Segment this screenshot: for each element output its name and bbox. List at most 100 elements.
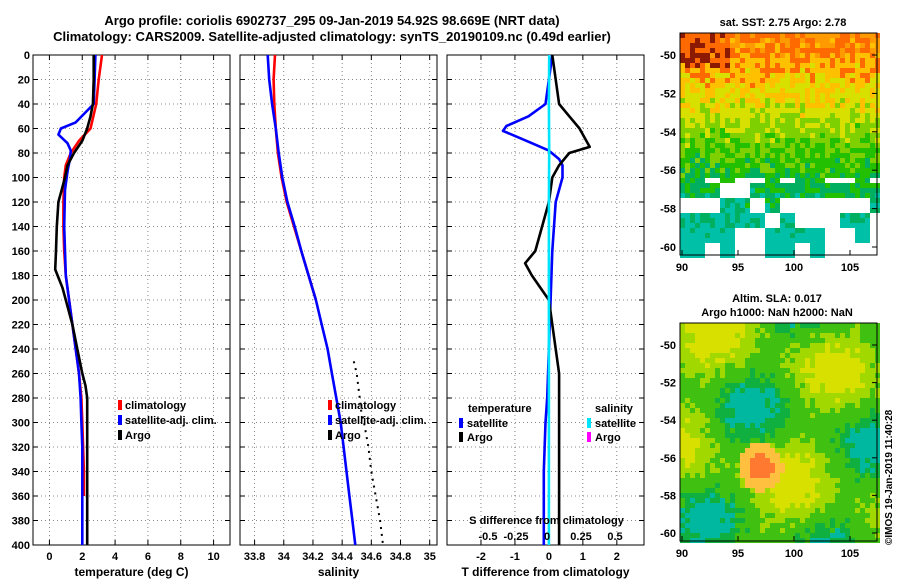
sla-map-cell xyxy=(715,398,720,403)
sst-map-cell xyxy=(715,243,720,248)
sst-map-cell xyxy=(860,88,865,93)
sst-map-cell xyxy=(710,193,715,198)
sla-map-cell xyxy=(835,363,840,368)
sst-map-cell xyxy=(810,143,815,148)
sla-map-cell xyxy=(695,388,700,393)
sla-map-cell xyxy=(805,508,810,513)
sla-map-cell xyxy=(730,468,735,473)
sst-map-cell xyxy=(800,233,805,238)
sla-map-cell xyxy=(695,358,700,363)
sla-map-cell xyxy=(870,413,875,418)
sla-map-cell xyxy=(720,398,725,403)
legend-swatch xyxy=(118,400,122,410)
sla-map-cell xyxy=(850,518,855,523)
sla-map-cell xyxy=(845,418,850,423)
sla-map-cell xyxy=(860,388,865,393)
sst-map-cell xyxy=(850,48,855,53)
sst-map-cell xyxy=(765,98,770,103)
x-tick-label: -1 xyxy=(510,551,520,563)
sla-map-cell xyxy=(690,368,695,373)
sla-map-cell xyxy=(745,513,750,518)
y-tick-label: 160 xyxy=(12,246,30,258)
sst-map-cell xyxy=(855,213,860,218)
sla-map-cell xyxy=(845,388,850,393)
sla-map-cell xyxy=(700,328,705,333)
sla-map-cell xyxy=(715,523,720,528)
sst-map-cell xyxy=(850,163,855,168)
sla-map-cell xyxy=(780,523,785,528)
sla-map-cell xyxy=(830,403,835,408)
sst-map-cell xyxy=(850,138,855,143)
sst-map-cell xyxy=(680,53,685,58)
sla-map-cell xyxy=(850,333,855,338)
sla-map-cell xyxy=(870,448,875,453)
sst-map-cell xyxy=(790,103,795,108)
sst-map-cell xyxy=(795,248,800,253)
sst-map-cell xyxy=(770,43,775,48)
sla-map-cell xyxy=(850,438,855,443)
sst-map-cell xyxy=(825,208,830,213)
sst-map-cell xyxy=(685,178,690,183)
x-tick-label: 0 xyxy=(546,551,552,563)
sst-map-cell xyxy=(710,208,715,213)
sst-map-cell xyxy=(710,188,715,193)
sla-map-cell xyxy=(740,348,745,353)
sla-map-cell xyxy=(800,408,805,413)
sla-map-cell xyxy=(690,433,695,438)
sla-map-cell xyxy=(835,393,840,398)
sst-map-cell xyxy=(705,68,710,73)
sla-map-cell xyxy=(850,338,855,343)
sla-map-cell xyxy=(765,398,770,403)
sst-map-cell xyxy=(690,228,695,233)
sla-map-cell xyxy=(845,383,850,388)
sla-map-cell xyxy=(710,403,715,408)
sst-map-cell xyxy=(820,183,825,188)
sla-map-cell xyxy=(845,373,850,378)
sst-map-cell xyxy=(735,73,740,78)
sla-map-cell xyxy=(855,383,860,388)
sla-map-cell xyxy=(690,438,695,443)
sla-map-cell xyxy=(795,473,800,478)
sst-map-cell xyxy=(840,118,845,123)
sla-map-cell xyxy=(815,533,820,538)
sla-map-cell xyxy=(695,498,700,503)
sla-map-cell xyxy=(840,373,845,378)
sst-map-cell xyxy=(730,218,735,223)
sst-map-cell xyxy=(835,108,840,113)
sst-map-cell xyxy=(695,153,700,158)
sla-map-cell xyxy=(865,488,870,493)
sla-map-cell xyxy=(730,413,735,418)
sst-map-cell xyxy=(785,93,790,98)
sst-map-cell xyxy=(785,108,790,113)
sst-map-cell xyxy=(860,113,865,118)
sla-map-cell xyxy=(775,418,780,423)
sst-map-cell xyxy=(720,243,725,248)
sla-map-cell xyxy=(715,408,720,413)
sla-map-cell xyxy=(815,523,820,528)
sla-map-cell xyxy=(750,413,755,418)
sla-map-cell xyxy=(795,533,800,538)
sla-map-cell xyxy=(820,478,825,483)
sst-map-cell xyxy=(815,218,820,223)
sla-map-cell xyxy=(730,363,735,368)
sla-map-cell xyxy=(695,503,700,508)
sst-map-cell xyxy=(755,138,760,143)
sla-map-cell xyxy=(720,473,725,478)
sst-map-cell xyxy=(690,148,695,153)
sla-map-cell xyxy=(850,473,855,478)
sst-map-cell xyxy=(800,178,805,183)
sla-map-cell xyxy=(680,323,685,328)
sst-map-cell xyxy=(785,83,790,88)
sst-map-cell xyxy=(765,218,770,223)
sst-map-cell xyxy=(785,63,790,68)
sst-map-cell xyxy=(690,33,695,38)
sla-map-cell xyxy=(700,408,705,413)
sst-map-cell xyxy=(825,188,830,193)
sst-map-cell xyxy=(820,108,825,113)
sla-map-cell xyxy=(840,338,845,343)
sla-map-cell xyxy=(850,418,855,423)
sst-map-cell xyxy=(865,88,870,93)
sst-map-cell xyxy=(850,98,855,103)
sla-map-cell xyxy=(700,498,705,503)
sla-map-cell xyxy=(770,403,775,408)
